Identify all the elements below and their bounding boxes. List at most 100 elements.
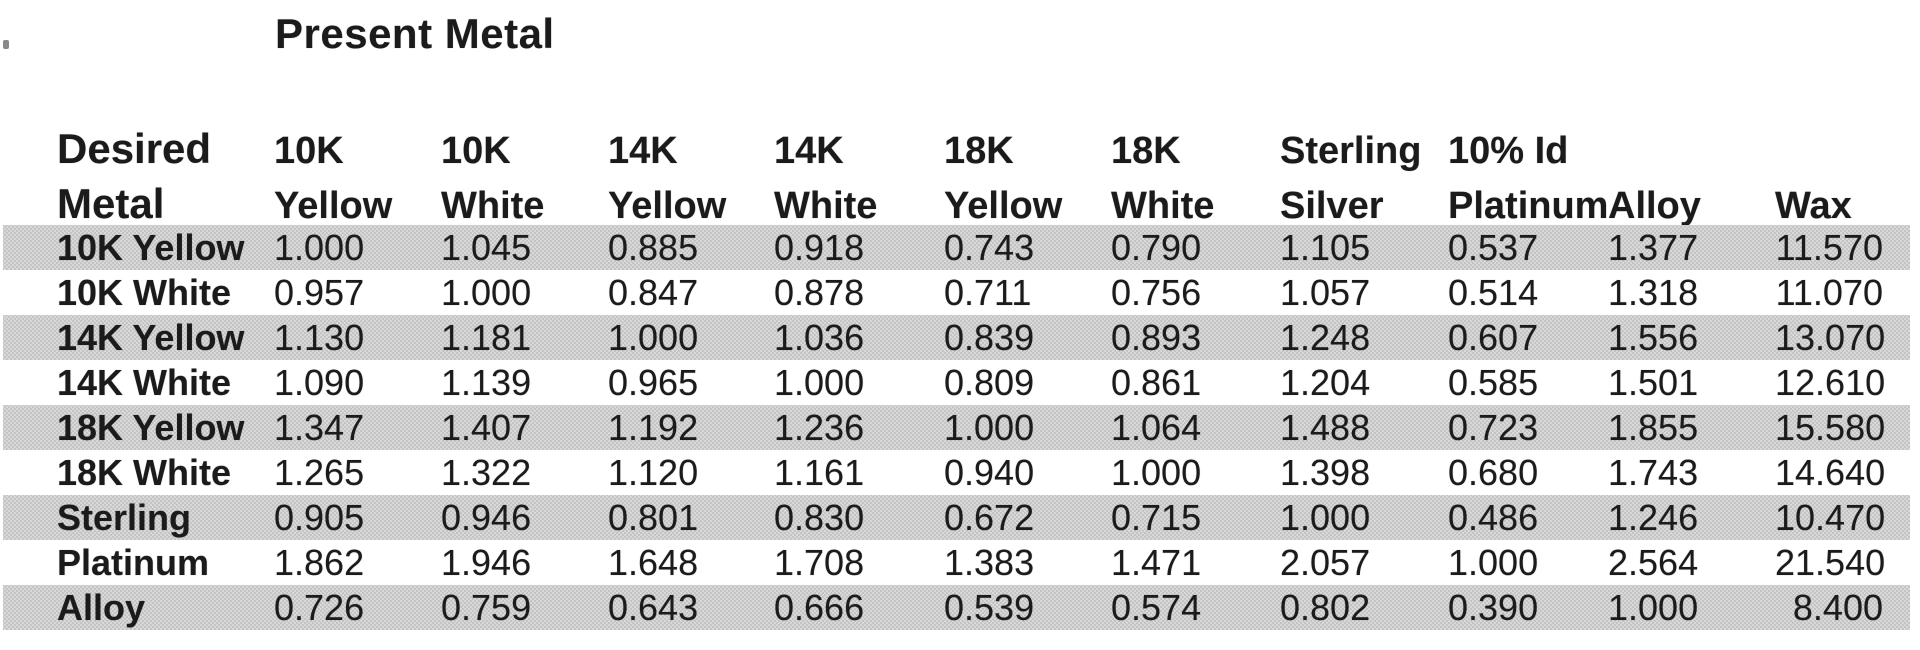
value-cell: 13.070: [1775, 317, 1886, 358]
value-cell: 1.347: [274, 407, 365, 448]
value-cell: 0.607: [1448, 317, 1539, 358]
scan-artifact: [3, 40, 9, 49]
value-cell: 0.790: [1111, 227, 1202, 268]
value-cell: 2.564: [1608, 542, 1699, 583]
value-cell: 0.539: [944, 587, 1035, 628]
column-header: Yellow: [944, 185, 1063, 227]
value-cell: 1.501: [1608, 362, 1699, 403]
value-cell: 1.045: [441, 227, 532, 268]
value-cell: 12.610: [1775, 362, 1886, 403]
value-cell: 0.946: [441, 497, 532, 538]
value-cell: 0.809: [944, 362, 1035, 403]
value-cell: 0.680: [1448, 452, 1539, 493]
column-header: 18K: [1111, 130, 1181, 172]
column-header: Platinum: [1448, 185, 1609, 227]
column-header: 10K: [274, 130, 344, 172]
value-cell: 1.090: [274, 362, 365, 403]
value-cell: 0.643: [608, 587, 699, 628]
value-cell: 1.743: [1608, 452, 1699, 493]
value-cell: 1.057: [1280, 272, 1371, 313]
value-cell: 1.862: [274, 542, 365, 583]
row-label: 10K White: [57, 272, 232, 313]
value-cell: 1.855: [1608, 407, 1699, 448]
value-cell: 1.000: [774, 362, 865, 403]
column-header: 18K: [944, 130, 1014, 172]
value-cell: 0.759: [441, 587, 532, 628]
value-cell: 11.570: [1775, 227, 1883, 268]
value-cell: 0.574: [1111, 587, 1202, 628]
value-cell: 11.070: [1775, 272, 1883, 313]
value-cell: 2.057: [1280, 542, 1371, 583]
value-cell: 1.192: [608, 407, 699, 448]
value-cell: 1.246: [1608, 497, 1699, 538]
column-header: Wax: [1775, 185, 1852, 227]
value-cell: 1.648: [608, 542, 699, 583]
column-header: 10% Id: [1448, 130, 1569, 172]
value-cell: 1.398: [1280, 452, 1371, 493]
value-cell: 10.470: [1775, 497, 1886, 538]
table-row: 14K White 1.090 1.139 0.965 1.000 0.809 0.861 1…: [3, 360, 1910, 405]
column-header: 14K: [608, 130, 678, 172]
value-cell: 0.940: [944, 452, 1035, 493]
row-label: 14K White: [57, 362, 232, 403]
row-label: Sterling: [57, 497, 192, 538]
column-header-row-2: Metal Yellow White Yellow White Yellow White Si…: [3, 181, 1910, 229]
value-cell: 0.486: [1448, 497, 1539, 538]
row-label: 10K Yellow: [57, 227, 245, 268]
value-cell: 1.946: [441, 542, 532, 583]
row-label: 14K Yellow: [57, 317, 245, 358]
column-header: Silver: [1280, 185, 1384, 227]
value-cell: 1.130: [274, 317, 365, 358]
value-cell: 0.756: [1111, 272, 1202, 313]
table-row: Sterling 0.905 0.946 0.801 0.830 0.672 0.715 1.…: [3, 495, 1910, 540]
row-label: 18K Yellow: [57, 407, 245, 448]
value-cell: 15.580: [1775, 407, 1886, 448]
value-cell: 0.801: [608, 497, 699, 538]
value-cell: 1.204: [1280, 362, 1371, 403]
conversion-table: 10K Yellow 1.000 1.045 0.885 0.918 0.743 0.790…: [3, 225, 1910, 630]
value-cell: 0.847: [608, 272, 699, 313]
value-cell: 21.540: [1775, 542, 1886, 583]
value-cell: 1.000: [1111, 452, 1202, 493]
value-cell: 1.248: [1280, 317, 1371, 358]
value-cell: 1.322: [441, 452, 532, 493]
value-cell: 0.672: [944, 497, 1035, 538]
value-cell: 1.000: [1608, 587, 1699, 628]
value-cell: 0.711: [944, 272, 1032, 313]
value-cell: 1.236: [774, 407, 865, 448]
value-cell: 0.839: [944, 317, 1035, 358]
column-header: Yellow: [274, 185, 393, 227]
column-header: White: [774, 185, 878, 227]
column-header: White: [1111, 185, 1215, 227]
value-cell: 1.488: [1280, 407, 1371, 448]
value-cell: 1.000: [944, 407, 1035, 448]
value-cell: 1.161: [774, 452, 865, 493]
value-cell: 0.514: [1448, 272, 1539, 313]
column-header-row-1: Desired 10K 10K 14K 14K 18K 18K Sterling 10% Id: [3, 126, 1910, 174]
value-cell: 1.000: [1448, 542, 1539, 583]
value-cell: 0.861: [1111, 362, 1202, 403]
value-cell: 0.918: [774, 227, 865, 268]
value-cell: 1.000: [608, 317, 699, 358]
value-cell: 0.965: [608, 362, 699, 403]
value-cell: 1.000: [1280, 497, 1371, 538]
column-header: Alloy: [1608, 185, 1701, 227]
value-cell: 1.105: [1280, 227, 1371, 268]
value-cell: 1.036: [774, 317, 865, 358]
value-cell: 0.802: [1280, 587, 1371, 628]
value-cell: 1.064: [1111, 407, 1202, 448]
row-header-line2: Metal: [57, 180, 165, 227]
column-header: Sterling: [1280, 130, 1422, 172]
table-row: 14K Yellow 1.130 1.181 1.000 1.036 0.839 0.893…: [3, 315, 1910, 360]
table-row: 10K White 0.957 1.000 0.847 0.878 0.711 0.756 1…: [3, 270, 1910, 315]
value-cell: 0.893: [1111, 317, 1202, 358]
value-cell: 0.726: [274, 587, 365, 628]
value-cell: 1.471: [1111, 542, 1202, 583]
value-cell: 0.666: [774, 587, 865, 628]
page-title: Present Metal: [275, 10, 555, 57]
table-row: Platinum 1.862 1.946 1.648 1.708 1.383 1.471 2.…: [3, 540, 1910, 585]
value-cell: 1.318: [1608, 272, 1699, 313]
table-row: Alloy 0.726 0.759 0.643 0.666 0.539 0.574 0.802…: [3, 585, 1910, 630]
value-cell: 1.708: [774, 542, 865, 583]
value-cell: 1.377: [1608, 227, 1699, 268]
